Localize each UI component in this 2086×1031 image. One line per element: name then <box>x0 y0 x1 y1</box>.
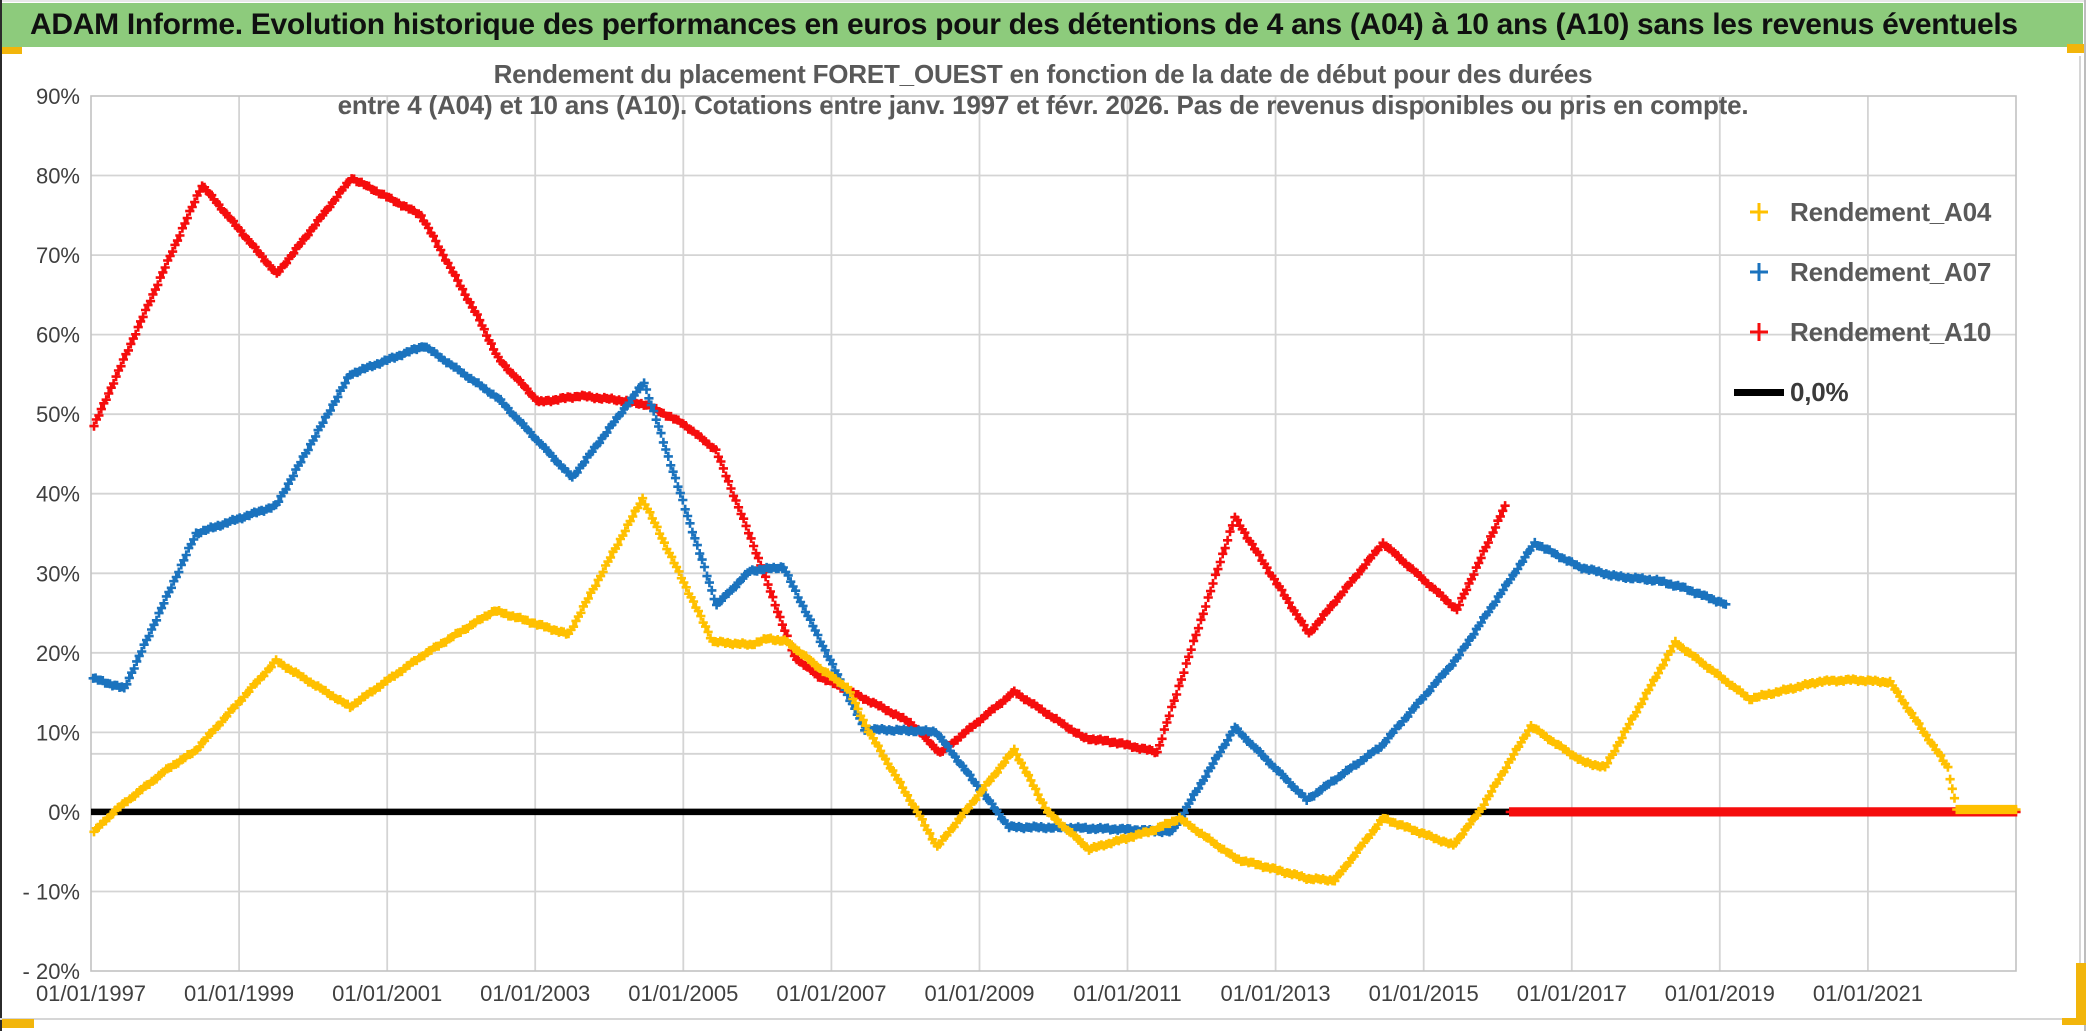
legend-item-a04: Rendement_A04 <box>1728 182 1991 242</box>
gold-accent-top-left <box>2 47 22 54</box>
svg-text:01/01/2017: 01/01/2017 <box>1517 981 1627 1006</box>
svg-text:- 20%: - 20% <box>23 959 80 984</box>
svg-text:0%: 0% <box>48 800 80 825</box>
chart-right-border <box>2079 56 2081 1018</box>
svg-text:30%: 30% <box>36 561 80 586</box>
gold-accent-bottom-left <box>2 1019 34 1028</box>
legend-item-a07: Rendement_A07 <box>1728 242 1991 302</box>
svg-text:01/01/2021: 01/01/2021 <box>1813 981 1923 1006</box>
page-right-edge <box>2084 0 2086 1031</box>
svg-text:01/01/2015: 01/01/2015 <box>1369 981 1479 1006</box>
svg-text:50%: 50% <box>36 402 80 427</box>
legend-label: Rendement_A07 <box>1790 256 1992 287</box>
svg-text:80%: 80% <box>36 164 80 189</box>
svg-text:70%: 70% <box>36 243 80 268</box>
svg-text:01/01/2001: 01/01/2001 <box>332 981 442 1006</box>
svg-text:10%: 10% <box>36 720 80 745</box>
gold-accent-top-right <box>2067 44 2084 53</box>
svg-text:01/01/1997: 01/01/1997 <box>36 981 146 1006</box>
legend-item-zero-line: 0,0% <box>1728 362 1991 422</box>
plus-marker-icon <box>1728 321 1790 343</box>
svg-text:01/01/2005: 01/01/2005 <box>628 981 738 1006</box>
gold-accent-right-strip <box>2076 963 2086 1025</box>
svg-text:01/01/1999: 01/01/1999 <box>184 981 294 1006</box>
legend-item-a10: Rendement_A10 <box>1728 302 1991 362</box>
chart-title-line1: Rendement du placement FORET_OUEST en fo… <box>493 59 1593 89</box>
legend-label: 0,0% <box>1790 376 1849 407</box>
page-left-edge <box>0 0 2 1031</box>
page-title: ADAM Informe. Evolution historique des p… <box>30 8 2018 41</box>
svg-text:20%: 20% <box>36 641 80 666</box>
svg-text:01/01/2007: 01/01/2007 <box>776 981 886 1006</box>
svg-text:40%: 40% <box>36 482 80 507</box>
svg-text:- 10%: - 10% <box>23 880 80 905</box>
legend-label: Rendement_A04 <box>1790 196 1992 227</box>
svg-text:01/01/2003: 01/01/2003 <box>480 981 590 1006</box>
plus-marker-icon <box>1728 201 1790 223</box>
gold-accent-bottom-right <box>2062 1018 2086 1025</box>
plus-marker-icon <box>1728 261 1790 283</box>
header-bar: ADAM Informe. Evolution historique des p… <box>2 3 2083 47</box>
svg-text:01/01/2011: 01/01/2011 <box>1073 981 1181 1006</box>
zero-line-icon <box>1728 388 1790 396</box>
svg-text:01/01/2009: 01/01/2009 <box>924 981 1034 1006</box>
chart-legend: Rendement_A04 Rendement_A07 Rendement_A1… <box>1728 182 1991 422</box>
chart-bottom-border <box>0 1018 2086 1020</box>
svg-text:01/01/2019: 01/01/2019 <box>1665 981 1775 1006</box>
page-top-edge <box>0 0 2086 2</box>
chart-title: Rendement du placement FORET_OUEST en fo… <box>0 59 2086 121</box>
chart-title-line2: entre 4 (A04) et 10 ans (A10). Cotations… <box>337 90 1749 120</box>
svg-text:90%: 90% <box>36 84 80 109</box>
legend-label: Rendement_A10 <box>1790 316 1992 347</box>
svg-text:01/01/2013: 01/01/2013 <box>1221 981 1331 1006</box>
svg-text:60%: 60% <box>36 323 80 348</box>
